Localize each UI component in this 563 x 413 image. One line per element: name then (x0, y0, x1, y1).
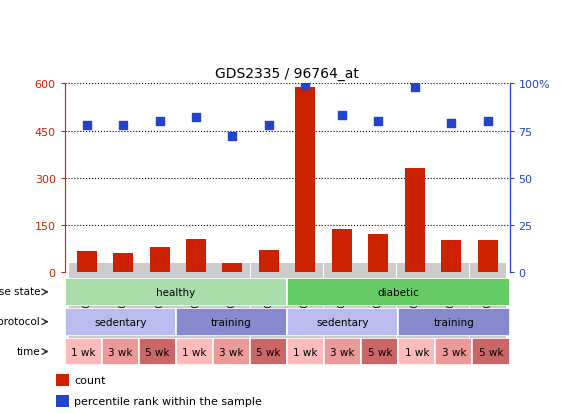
Text: 3 wk: 3 wk (219, 347, 244, 357)
Text: 5 wk: 5 wk (368, 347, 392, 357)
Bar (213, 338, 250, 366)
Bar (56, 374, 69, 387)
Point (374, 119, 383, 125)
Text: sedentary: sedentary (316, 317, 369, 327)
Text: disease state: disease state (0, 287, 40, 297)
Point (301, 83, 310, 90)
Bar (102, 338, 139, 366)
Text: 3 wk: 3 wk (441, 347, 466, 357)
Point (155, 119, 164, 125)
Text: healthy: healthy (157, 287, 195, 297)
Text: time: time (16, 346, 40, 356)
Point (483, 119, 492, 125)
Text: 3 wk: 3 wk (330, 347, 355, 357)
Bar (332, 230, 352, 272)
Bar (472, 338, 510, 366)
Text: 5 wk: 5 wk (479, 347, 503, 357)
Bar (250, 338, 287, 366)
Title: GDS2335 / 96764_at: GDS2335 / 96764_at (215, 66, 359, 81)
Bar (287, 308, 399, 336)
Bar (399, 338, 435, 366)
Point (265, 122, 274, 129)
Bar (259, 251, 279, 272)
Bar (150, 247, 169, 272)
Bar (176, 308, 287, 336)
Text: 5 wk: 5 wk (256, 347, 281, 357)
Text: 1 wk: 1 wk (182, 347, 207, 357)
Text: training: training (211, 317, 252, 327)
Text: count: count (74, 375, 106, 385)
Text: 1 wk: 1 wk (71, 347, 96, 357)
Bar (65, 278, 287, 306)
Bar (324, 338, 361, 366)
Text: 3 wk: 3 wk (108, 347, 133, 357)
Bar (139, 338, 176, 366)
Bar (399, 308, 510, 336)
Bar (56, 395, 69, 407)
Text: diabetic: diabetic (377, 287, 419, 297)
Text: sedentary: sedentary (94, 317, 146, 327)
Point (446, 121, 455, 127)
Text: percentile rank within the sample: percentile rank within the sample (74, 396, 262, 406)
Text: 1 wk: 1 wk (293, 347, 318, 357)
Point (228, 133, 237, 140)
Point (119, 122, 128, 129)
Bar (65, 308, 176, 336)
Point (410, 85, 419, 91)
Point (337, 113, 346, 119)
Bar (222, 263, 243, 272)
Bar (186, 239, 206, 272)
Bar (287, 338, 324, 366)
Point (191, 115, 200, 121)
Bar (176, 338, 213, 366)
Bar (441, 241, 461, 272)
Bar (361, 338, 399, 366)
Bar (113, 254, 133, 272)
Text: training: training (434, 317, 474, 327)
Bar (405, 169, 425, 272)
Bar (65, 338, 102, 366)
Bar (77, 252, 97, 272)
Bar (368, 235, 388, 272)
Bar (435, 338, 472, 366)
Text: 1 wk: 1 wk (405, 347, 429, 357)
Point (82, 122, 91, 129)
Bar (287, 278, 510, 306)
Bar (296, 88, 315, 272)
Text: protocol: protocol (0, 316, 40, 326)
Text: 5 wk: 5 wk (145, 347, 169, 357)
Bar (477, 241, 498, 272)
